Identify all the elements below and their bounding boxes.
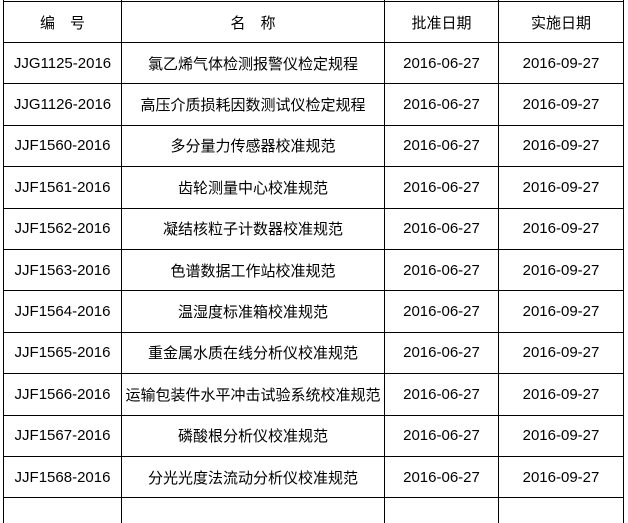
table-row: JJF1563-2016 色谱数据工作站校准规范 2016-06-27 2016…: [3, 248, 624, 292]
name-cell: 温湿度标准箱校准规范: [121, 290, 385, 333]
name-cell: 氯乙烯气体检测报警仪检定规程: [121, 41, 385, 85]
code-cell: JJG1125-2016: [3, 41, 122, 85]
code-cell: JJF1562-2016: [3, 207, 122, 250]
name-cell: 凝结核粒子计数器校准规范: [121, 207, 385, 250]
code-cell: JJF1560-2016: [3, 124, 122, 168]
approval-date-cell: 2016-06-27: [384, 83, 499, 126]
implementation-date-cell: 2016-09-27: [498, 41, 624, 85]
name-cell: 磷酸根分析仪校准规范: [121, 414, 385, 457]
name-cell: 重金属水质在线分析仪校准规范: [121, 331, 385, 375]
approval-date-cell: 2016-06-27: [384, 124, 499, 168]
table-row: JJG1125-2016 氯乙烯气体检测报警仪检定规程 2016-06-27 2…: [3, 41, 624, 85]
header-code: 编 号: [3, 1, 122, 43]
table-row: JJF1562-2016 凝结核粒子计数器校准规范 2016-06-27 201…: [3, 207, 624, 250]
approval-date-cell: 2016-06-27: [384, 248, 499, 292]
name-cell: 色谱数据工作站校准规范: [121, 248, 385, 292]
implementation-date-cell: 2016-09-27: [498, 290, 624, 333]
approval-date-cell: 2016-06-27: [384, 455, 499, 499]
approval-date-cell: 2016-06-27: [384, 414, 499, 457]
code-cell: JJF1568-2016: [3, 455, 122, 499]
code-cell: JJF1564-2016: [3, 290, 122, 333]
implementation-date-cell: 2016-09-27: [498, 124, 624, 168]
implementation-date-cell: 2016-09-27: [498, 455, 624, 499]
code-cell: JJF1565-2016: [3, 331, 122, 375]
approval-date-cell: 2016-06-27: [384, 41, 499, 85]
implementation-date-cell: 2016-09-27: [498, 373, 624, 416]
code-cell: JJF1561-2016: [3, 166, 122, 209]
implementation-date-cell: 2016-09-27: [498, 414, 624, 457]
name-cell: 分光光度法流动分析仪校准规范: [121, 455, 385, 499]
table-row: JJF1560-2016 多分量力传感器校准规范 2016-06-27 2016…: [3, 124, 624, 168]
cropped-cell: [384, 497, 499, 523]
header-implementation-date: 实施日期: [498, 1, 624, 43]
code-cell: JJG1126-2016: [3, 83, 122, 126]
implementation-date-cell: 2016-09-27: [498, 83, 624, 126]
table-row: JJF1561-2016 齿轮测量中心校准规范 2016-06-27 2016-…: [3, 166, 624, 209]
implementation-date-cell: 2016-09-27: [498, 331, 624, 375]
standards-table: 编 号 名 称 批准日期 实施日期 JJG1125-2016 氯乙烯气体检测报警…: [3, 0, 624, 523]
cropped-cell: [3, 497, 122, 523]
approval-date-cell: 2016-06-27: [384, 290, 499, 333]
header-name: 名 称: [121, 1, 385, 43]
header-approval-date: 批准日期: [384, 1, 499, 43]
approval-date-cell: 2016-06-27: [384, 166, 499, 209]
table-row: JJF1568-2016 分光光度法流动分析仪校准规范 2016-06-27 2…: [3, 455, 624, 499]
table-row: JJG1126-2016 高压介质损耗因数测试仪检定规程 2016-06-27 …: [3, 83, 624, 126]
table-row: JJF1566-2016 运输包装件水平冲击试验系统校准规范 2016-06-2…: [3, 373, 624, 416]
implementation-date-cell: 2016-09-27: [498, 166, 624, 209]
code-cell: JJF1567-2016: [3, 414, 122, 457]
name-cell: 运输包装件水平冲击试验系统校准规范: [121, 373, 385, 416]
name-cell: 齿轮测量中心校准规范: [121, 166, 385, 209]
implementation-date-cell: 2016-09-27: [498, 248, 624, 292]
name-cell: 多分量力传感器校准规范: [121, 124, 385, 168]
table-row: JJF1567-2016 磷酸根分析仪校准规范 2016-06-27 2016-…: [3, 414, 624, 457]
code-cell: JJF1563-2016: [3, 248, 122, 292]
table-header-row: 编 号 名 称 批准日期 实施日期: [3, 1, 624, 43]
cropped-row-below: [3, 497, 624, 523]
table-row: JJF1565-2016 重金属水质在线分析仪校准规范 2016-06-27 2…: [3, 331, 624, 375]
approval-date-cell: 2016-06-27: [384, 373, 499, 416]
approval-date-cell: 2016-06-27: [384, 331, 499, 375]
implementation-date-cell: 2016-09-27: [498, 207, 624, 250]
cropped-cell: [121, 497, 385, 523]
approval-date-cell: 2016-06-27: [384, 207, 499, 250]
code-cell: JJF1566-2016: [3, 373, 122, 416]
table-row: JJF1564-2016 温湿度标准箱校准规范 2016-06-27 2016-…: [3, 290, 624, 333]
cropped-cell: [498, 497, 624, 523]
name-cell: 高压介质损耗因数测试仪检定规程: [121, 83, 385, 126]
